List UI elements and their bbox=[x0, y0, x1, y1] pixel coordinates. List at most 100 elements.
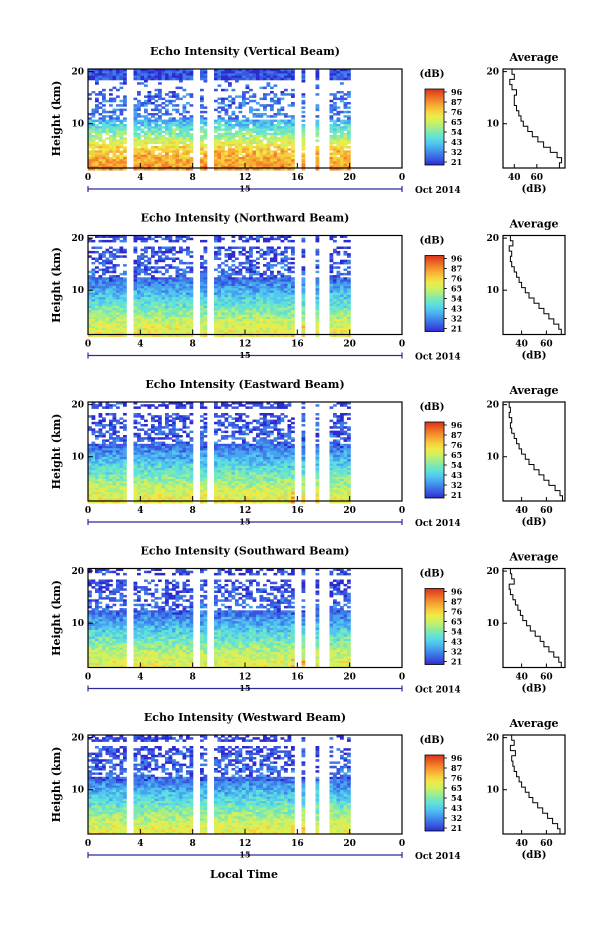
heatmap-cell bbox=[245, 330, 250, 333]
heatmap-cell bbox=[133, 441, 138, 445]
heatmap-cell bbox=[95, 110, 99, 114]
heatmap-cell bbox=[266, 261, 271, 265]
heatmap-cell bbox=[224, 97, 229, 101]
heatmap-cell bbox=[291, 253, 295, 256]
heatmap-cell bbox=[336, 426, 341, 429]
heatmap-cell bbox=[168, 334, 173, 337]
heatmap-cell bbox=[140, 102, 145, 105]
heatmap-cell bbox=[123, 108, 127, 112]
heatmap-cell bbox=[119, 154, 124, 158]
heatmap-cell bbox=[280, 77, 285, 81]
heatmap-cell bbox=[179, 235, 183, 238]
heatmap-cell bbox=[158, 141, 162, 145]
heatmap-cell bbox=[224, 404, 229, 407]
heatmap-cell bbox=[277, 128, 281, 131]
heatmap-cell bbox=[147, 404, 152, 407]
heatmap-cell bbox=[249, 281, 253, 285]
heatmap-cell bbox=[329, 426, 334, 429]
heatmap-cell bbox=[343, 277, 348, 280]
heatmap-cell bbox=[158, 163, 162, 167]
heatmap-cell bbox=[179, 312, 183, 315]
heatmap-cell bbox=[214, 137, 218, 140]
heatmap-cell bbox=[123, 419, 127, 423]
heatmap-cell bbox=[263, 428, 267, 431]
heatmap-cell bbox=[256, 439, 260, 442]
heatmap-cell bbox=[231, 432, 236, 436]
heatmap-cell bbox=[165, 305, 169, 309]
heatmap-cell bbox=[98, 106, 103, 109]
heatmap-cell bbox=[256, 283, 260, 287]
heatmap-cell bbox=[224, 126, 229, 129]
heatmap-cell bbox=[151, 330, 155, 333]
heatmap-cell bbox=[340, 292, 344, 296]
heatmap-cell bbox=[91, 141, 96, 145]
heatmap-cell bbox=[179, 279, 183, 282]
heatmap-cell bbox=[266, 104, 271, 107]
heatmap-cell bbox=[137, 168, 141, 171]
heatmap-cell bbox=[343, 71, 348, 74]
heatmap-cell bbox=[189, 93, 194, 96]
heatmap-cell bbox=[182, 443, 187, 447]
heatmap-cell bbox=[203, 130, 208, 134]
heatmap-cell bbox=[168, 316, 173, 320]
heatmap-cell bbox=[186, 297, 190, 300]
heatmap-cell bbox=[263, 319, 267, 322]
heatmap-cell bbox=[116, 312, 120, 315]
heatmap-cell bbox=[186, 148, 190, 151]
heatmap-cell bbox=[235, 419, 239, 423]
heatmap-cell bbox=[235, 152, 239, 156]
heatmap-cell bbox=[109, 250, 113, 254]
heatmap-cell bbox=[329, 139, 334, 142]
heatmap-cell bbox=[245, 141, 250, 145]
heatmap-cell bbox=[340, 154, 344, 158]
heatmap-cell bbox=[266, 413, 271, 416]
heatmap-cell bbox=[175, 297, 180, 300]
heatmap-cell bbox=[179, 137, 183, 140]
heatmap-cell bbox=[315, 77, 320, 81]
heatmap-cell bbox=[112, 439, 117, 442]
heatmap-cell bbox=[105, 334, 110, 337]
heatmap-cell bbox=[245, 255, 250, 258]
heatmap-cell bbox=[231, 137, 236, 140]
heatmap-cell bbox=[270, 272, 274, 276]
heatmap-cell bbox=[238, 141, 243, 145]
heatmap-cell bbox=[256, 332, 260, 335]
heatmap-cell bbox=[214, 281, 218, 285]
heatmap-cell bbox=[91, 417, 96, 420]
heatmap-cell bbox=[301, 141, 306, 145]
heatmap-cell bbox=[140, 121, 145, 125]
heatmap-cell bbox=[137, 119, 141, 123]
heatmap-cell bbox=[263, 327, 267, 331]
heatmap-cell bbox=[291, 161, 295, 164]
heatmap-cell bbox=[182, 75, 187, 79]
heatmap-cell bbox=[217, 294, 222, 298]
heatmap-cell bbox=[340, 332, 344, 335]
heatmap-cell bbox=[137, 437, 141, 440]
heatmap-cell bbox=[284, 168, 288, 171]
heatmap-cell bbox=[231, 152, 236, 156]
heatmap-cell bbox=[88, 157, 92, 160]
heatmap-cell bbox=[235, 301, 239, 304]
heatmap-cell bbox=[144, 437, 148, 440]
heatmap-cell bbox=[161, 168, 166, 171]
heatmap-cell bbox=[221, 137, 225, 140]
heatmap-cell bbox=[147, 257, 152, 260]
heatmap-cell bbox=[112, 154, 117, 158]
heatmap-cell bbox=[102, 308, 106, 311]
heatmap-cell bbox=[133, 119, 138, 123]
heatmap-cell bbox=[172, 430, 176, 434]
heatmap-cell bbox=[151, 303, 155, 307]
heatmap-cell bbox=[245, 73, 250, 76]
heatmap-cell bbox=[228, 128, 232, 131]
heatmap-cell bbox=[224, 152, 229, 156]
heatmap-cell bbox=[280, 419, 285, 423]
heatmap-cell bbox=[123, 277, 127, 280]
heatmap-cell bbox=[112, 73, 117, 76]
heatmap-cell bbox=[228, 154, 232, 158]
heatmap-cell bbox=[224, 281, 229, 285]
heatmap-cell bbox=[123, 102, 127, 105]
heatmap-cell bbox=[112, 277, 117, 280]
heatmap-cell bbox=[336, 246, 341, 249]
heatmap-cell bbox=[224, 121, 229, 125]
heatmap-cell bbox=[266, 159, 271, 162]
